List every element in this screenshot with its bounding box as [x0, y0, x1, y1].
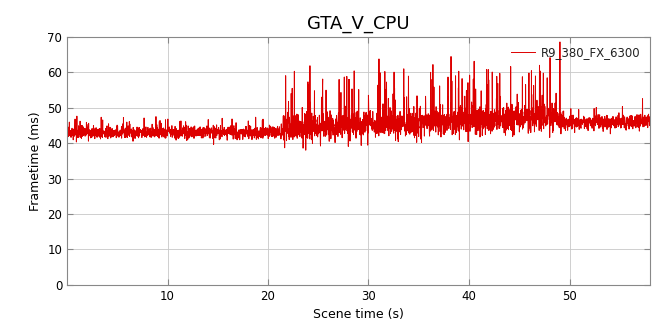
- R9_380_FX_6300: [302, 148, 310, 152]
- R9_380_FX_6300: [598, 117, 606, 121]
- R9_380_FX_6300: [555, 40, 563, 44]
- Title: GTA_V_CPU: GTA_V_CPU: [307, 15, 410, 33]
- Legend: R9_380_FX_6300: R9_380_FX_6300: [508, 43, 644, 63]
- R9_380_FX_6300: [161, 134, 170, 138]
- R9_380_FX_6300: [355, 124, 363, 128]
- X-axis label: Scene time (s): Scene time (s): [313, 308, 404, 321]
- Line: R9_380_FX_6300: R9_380_FX_6300: [67, 42, 650, 150]
- R9_380_FX_6300: [646, 120, 654, 124]
- R9_380_FX_6300: [145, 130, 153, 134]
- R9_380_FX_6300: [63, 131, 71, 135]
- R9_380_FX_6300: [457, 113, 465, 117]
- Y-axis label: Frametime (ms): Frametime (ms): [29, 111, 42, 211]
- R9_380_FX_6300: [91, 133, 99, 137]
